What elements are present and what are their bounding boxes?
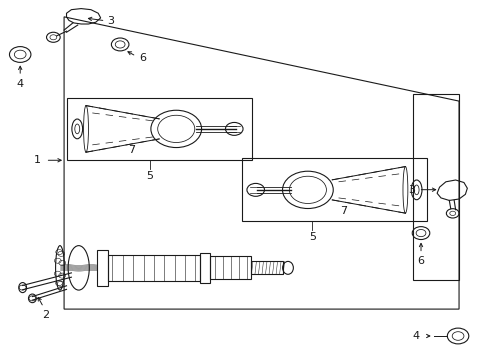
Bar [200,253,209,283]
Text: 6: 6 [417,256,424,266]
Bar [97,250,107,286]
Bar [209,256,251,279]
Text: 2: 2 [42,310,49,320]
Bar [66,98,251,160]
Text: 5: 5 [308,232,315,242]
Bar [251,261,283,274]
Text: 3: 3 [107,17,114,27]
Bar [242,158,427,221]
Text: 4: 4 [17,79,24,89]
Text: 7: 7 [127,145,135,155]
Text: 1: 1 [34,155,41,165]
Bar [412,94,458,280]
Bar [107,255,200,281]
Text: 4: 4 [411,331,418,341]
Text: 3: 3 [407,185,414,195]
Text: 5: 5 [146,171,153,181]
Text: 6: 6 [140,53,146,63]
Text: 7: 7 [340,206,347,216]
